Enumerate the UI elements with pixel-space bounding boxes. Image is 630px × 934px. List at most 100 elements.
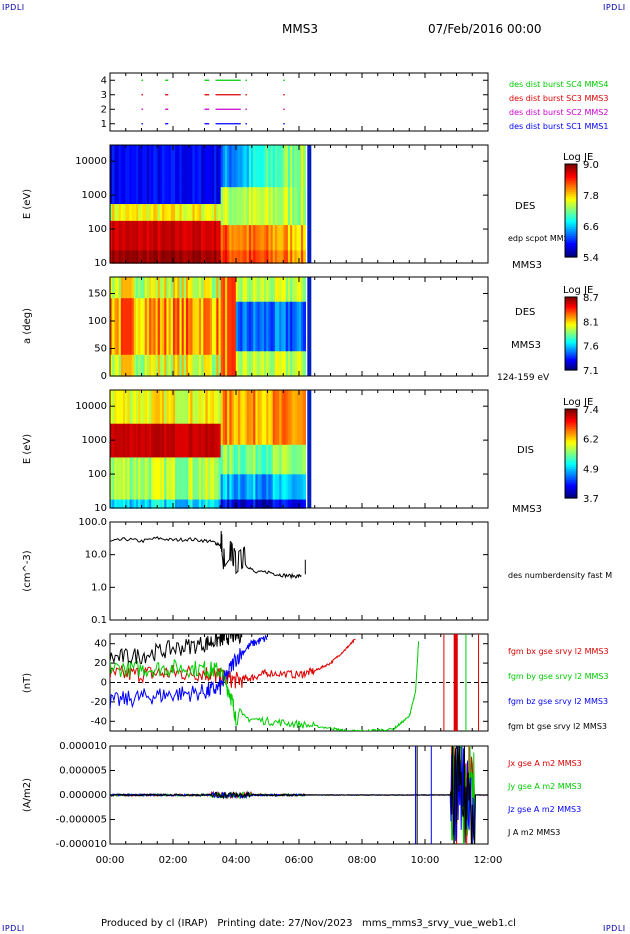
des-energy-cell (277, 216, 280, 222)
des-pitch-cell (166, 284, 170, 289)
des-energy-cell (296, 258, 300, 264)
des-pitch-cell (264, 284, 267, 289)
des-pitch-cell (120, 305, 124, 310)
des-pitch-cell (277, 347, 280, 352)
des-energy-cell (133, 195, 137, 201)
des-pitch-cell (170, 284, 174, 289)
des-pitch-cell (164, 368, 168, 374)
des-energy-cell (110, 157, 113, 163)
des-energy-cell (261, 153, 265, 159)
des-pitch-cell (194, 340, 198, 345)
des-pitch-cell (235, 287, 239, 292)
des-energy-cell (185, 187, 189, 193)
des-pitch-cell (220, 351, 224, 356)
des-pitch-cell (207, 326, 211, 331)
des-pitch-cell (227, 287, 231, 292)
des-energy-cell (194, 246, 198, 252)
des-pitch-cell (246, 280, 250, 285)
des-energy-cell (246, 237, 250, 243)
des-energy-cell (181, 254, 185, 260)
des-energy-cell (216, 258, 220, 264)
des-pitch-cell (205, 301, 209, 306)
des-energy-cell (198, 254, 202, 260)
des-energy-cell (179, 157, 183, 163)
des-energy-cell (118, 199, 122, 205)
des-energy-cell (259, 258, 263, 264)
des-energy-cell (196, 246, 200, 252)
des-energy-cell (272, 233, 276, 239)
des-pitch-cell (201, 322, 205, 328)
des-pitch-cell (192, 322, 196, 328)
des-energy-cell (170, 166, 174, 171)
des-pitch-cell (222, 319, 226, 324)
des-energy-cell (235, 166, 239, 171)
des-energy-cell (266, 161, 270, 167)
des-pitch-cell (218, 322, 222, 328)
des-energy-cell (190, 250, 194, 256)
des-pitch-cell (196, 308, 200, 314)
des-pitch-cell (162, 365, 165, 370)
des-energy-cell (255, 153, 259, 159)
des-energy-cell (159, 254, 163, 260)
des-pitch-cell (170, 294, 174, 299)
des-pitch-cell (172, 291, 176, 296)
des-pitch-cell (138, 344, 142, 349)
des-energy-cell (222, 170, 226, 176)
des-pitch-cell (194, 330, 198, 335)
des-energy-cell (248, 191, 252, 197)
des-energy-cell (138, 195, 142, 201)
des-pitch-cell (266, 347, 270, 352)
des-energy-cell (227, 229, 231, 235)
des-energy-cell (231, 178, 235, 184)
des-energy-cell (251, 145, 254, 150)
des-energy-cell (277, 246, 280, 252)
des-energy-cell (268, 233, 272, 239)
des-pitch-cell (240, 333, 244, 338)
des-pitch-cell (112, 326, 116, 331)
des-energy-cell (283, 254, 287, 260)
des-pitch-cell (205, 330, 209, 335)
des-pitch-cell (168, 368, 172, 374)
des-energy-cell (205, 187, 209, 193)
des-energy-cell (279, 225, 283, 230)
des-pitch-cell (235, 337, 239, 342)
des-energy-cell (257, 170, 261, 176)
des-pitch-cell (131, 351, 135, 356)
des-energy-cell (138, 220, 142, 226)
des-energy-cell (218, 191, 222, 197)
des-pitch-cell (209, 330, 213, 335)
des-energy-colorbar-cell (565, 164, 577, 167)
des-energy-cell (114, 212, 118, 218)
des-pitch-cell (235, 308, 239, 314)
des-pitch-cell (110, 365, 113, 370)
des-energy-cell (118, 170, 122, 176)
des-energy-cell (246, 204, 250, 209)
des-pitch-cell (233, 280, 237, 285)
des-pitch-cell (188, 347, 191, 352)
des-energy-cell (157, 254, 161, 260)
des-energy-cell (225, 157, 228, 163)
des-pitch-cell (142, 354, 146, 360)
des-pitch-cell (214, 330, 218, 335)
des-energy-cell (244, 241, 248, 247)
des-pitch-cell (198, 291, 202, 296)
des-energy-cell (281, 208, 285, 214)
des-energy-cell (231, 233, 235, 239)
des-energy-cell (287, 216, 291, 222)
des-energy-cell (242, 254, 246, 260)
des-energy-cell (296, 208, 300, 214)
des-energy-cell (244, 233, 248, 239)
des-pitch-cells (110, 277, 306, 377)
des-pitch-cell (214, 354, 218, 360)
des-energy-cell (227, 170, 231, 176)
des-energy-cell (290, 153, 293, 159)
des-energy-cell (127, 178, 131, 184)
des-pitch-cell (283, 298, 287, 303)
des-pitch-cell (268, 368, 272, 374)
des-energy-cell (296, 174, 300, 180)
des-energy-cell (233, 229, 237, 235)
des-pitch-cell (248, 358, 252, 363)
des-energy-cell (238, 237, 241, 243)
des-energy-cell (131, 195, 135, 201)
des-pitch-cell (244, 305, 248, 310)
